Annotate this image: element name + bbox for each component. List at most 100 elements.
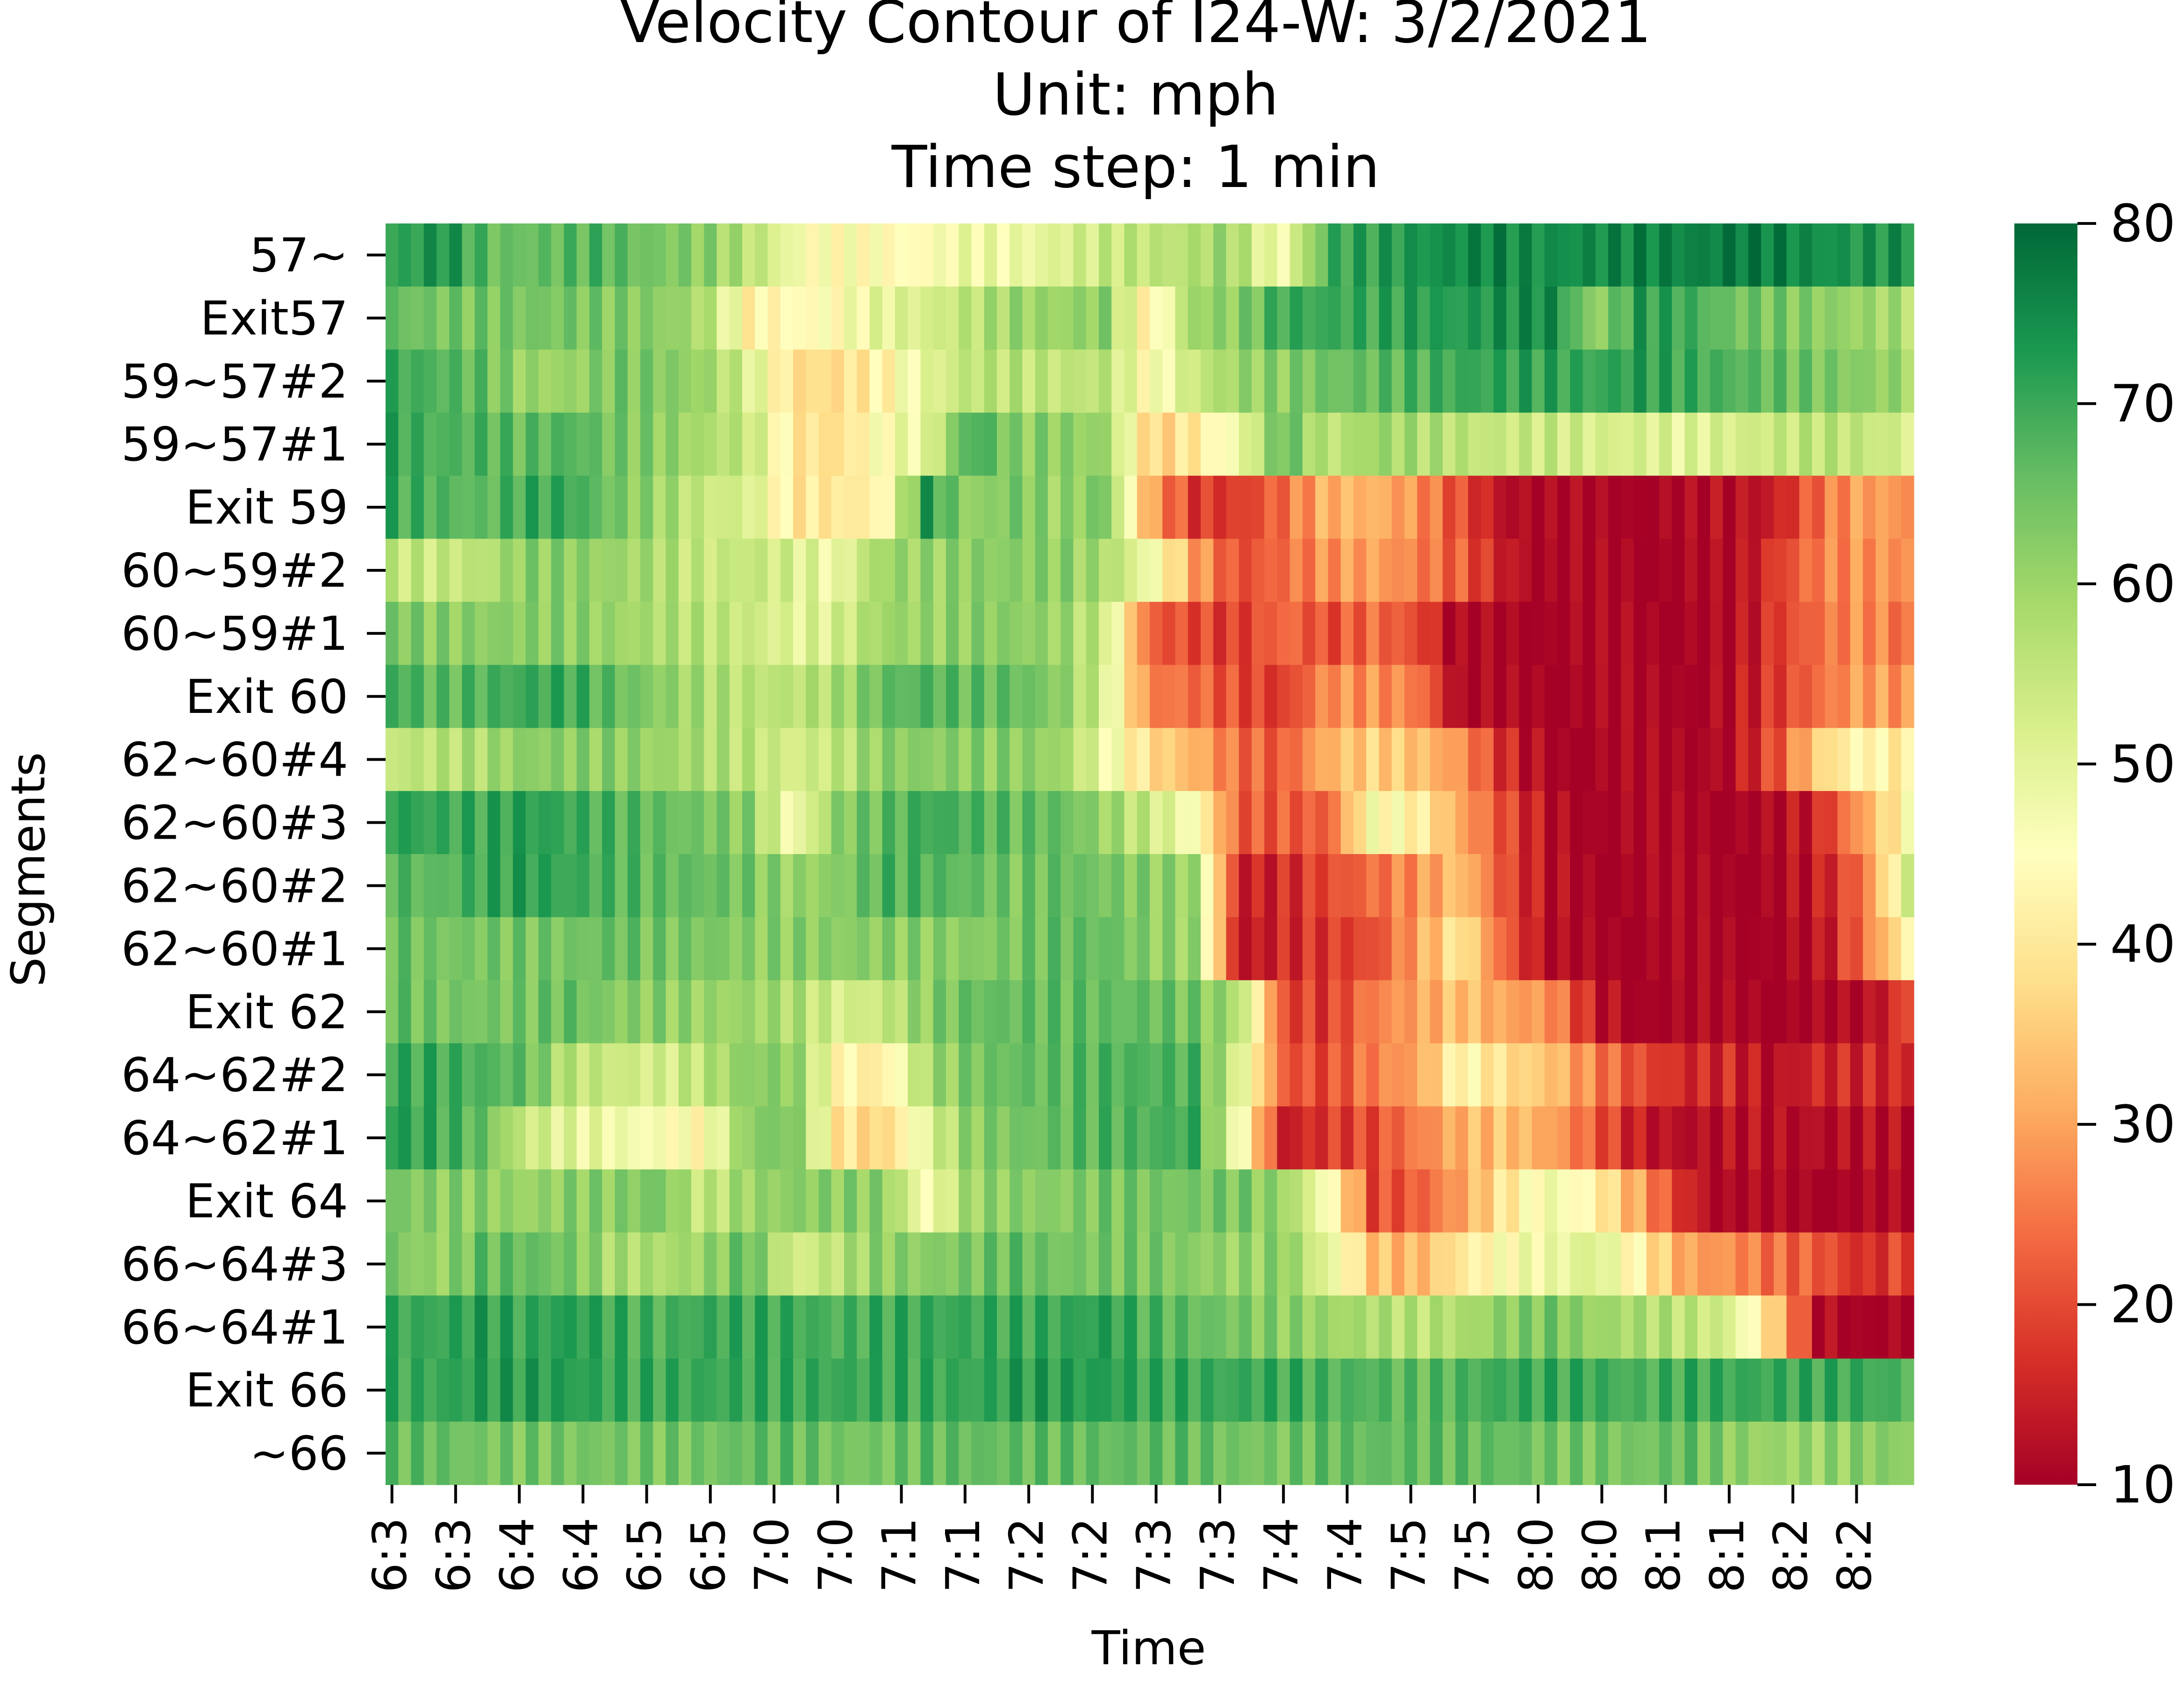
heatmap-cell: [1366, 980, 1380, 1044]
heatmap-cell: [551, 1106, 565, 1170]
heatmap-cell: [487, 1169, 501, 1233]
heatmap-cell: [615, 286, 628, 350]
heatmap-cell: [525, 1358, 539, 1422]
heatmap-cell: [882, 917, 895, 981]
heatmap-cell: [1468, 728, 1482, 791]
heatmap-cell: [1417, 286, 1431, 350]
heatmap-cell: [1048, 602, 1061, 665]
heatmap-cell: [1073, 1358, 1087, 1422]
heatmap-cell: [1710, 1358, 1723, 1422]
heatmap-cell: [984, 475, 997, 539]
heatmap-cell: [1226, 349, 1239, 413]
heatmap-cell: [1455, 1043, 1468, 1107]
heatmap-cell: [1761, 412, 1774, 476]
heatmap-cell: [844, 665, 857, 728]
heatmap-cell: [423, 602, 437, 665]
heatmap-cell: [1239, 1295, 1252, 1359]
heatmap-cell: [1646, 412, 1660, 476]
heatmap-cell: [576, 728, 590, 791]
heatmap-cell: [525, 1422, 539, 1485]
heatmap-cell: [1277, 1106, 1290, 1170]
heatmap-cell: [755, 1232, 768, 1296]
heatmap-cell: [1022, 1169, 1036, 1233]
heatmap-cell: [1035, 980, 1048, 1044]
heatmap-cell: [564, 1106, 577, 1170]
heatmap-cell: [1761, 791, 1774, 855]
heatmap-cell: [1506, 1043, 1519, 1107]
heatmap-cell: [946, 1358, 959, 1422]
heatmap-cell: [1837, 1295, 1851, 1359]
heatmap-cell: [1901, 1043, 1914, 1107]
x-axis-ticks: 6:3 6:3 6:4 6:4 6:5 6:5 7:0 7:0 7:1 7:1 7:2 7:2 7:3 7…: [363, 1485, 1882, 1593]
heatmap-cell: [1583, 1043, 1596, 1107]
heatmap-cell: [653, 1106, 666, 1170]
heatmap-cell: [882, 1422, 895, 1485]
heatmap-cell: [423, 349, 437, 413]
heatmap-cell: [1366, 854, 1380, 918]
heatmap-cell: [844, 1106, 857, 1170]
heatmap-cell: [1289, 1422, 1303, 1485]
heatmap-cell: [1493, 980, 1507, 1044]
heatmap-cell: [1481, 1106, 1494, 1170]
heatmap-cell: [627, 1106, 641, 1170]
heatmap-cell: [1544, 665, 1558, 728]
heatmap-cell: [1430, 539, 1443, 603]
heatmap-cell: [1303, 223, 1316, 287]
heatmap-cell: [1239, 475, 1252, 539]
heatmap-cell: [1111, 1043, 1125, 1107]
heatmap-cell: [1124, 854, 1138, 918]
heatmap-cell: [895, 349, 908, 413]
heatmap-cell: [1837, 1422, 1851, 1485]
heatmap-cell: [411, 791, 424, 855]
heatmap-cell: [1328, 1169, 1341, 1233]
heatmap-cell: [1583, 1232, 1596, 1296]
heatmap-cell: [1442, 1232, 1456, 1296]
heatmap-cell: [1289, 728, 1303, 791]
heatmap-cell: [1111, 602, 1125, 665]
x-tick-label: 6:5: [681, 1517, 736, 1593]
heatmap-cell: [1455, 286, 1468, 350]
heatmap-cell: [1111, 349, 1125, 413]
heatmap-cell: [729, 1043, 743, 1107]
heatmap-cell: [1519, 917, 1532, 981]
heatmap-cell: [1417, 602, 1431, 665]
heatmap-cell: [1735, 1106, 1749, 1170]
heatmap-cell: [538, 475, 551, 539]
heatmap-cell: [1570, 1232, 1583, 1296]
heatmap-cell: [895, 854, 908, 918]
heatmap-cell: [1162, 412, 1176, 476]
heatmap-cell: [1086, 412, 1099, 476]
heatmap-cell: [602, 1043, 616, 1107]
heatmap-cell: [1863, 980, 1876, 1044]
heatmap-cell: [449, 1106, 463, 1170]
heatmap-cell: [1583, 475, 1596, 539]
heatmap-cell: [1519, 286, 1532, 350]
heatmap-cell: [462, 223, 475, 287]
heatmap-cell: [386, 791, 399, 855]
heatmap-cell: [729, 1106, 743, 1170]
heatmap-cell: [1213, 1043, 1227, 1107]
heatmap-cell: [449, 1043, 463, 1107]
heatmap-cell: [1340, 1106, 1354, 1170]
heatmap-cell: [513, 917, 526, 981]
heatmap-cell: [1761, 602, 1774, 665]
heatmap-cell: [398, 349, 412, 413]
heatmap-cell: [589, 1358, 602, 1422]
heatmap-cell: [1468, 1106, 1482, 1170]
heatmap-cell: [704, 1358, 717, 1422]
heatmap-cell: [908, 1169, 921, 1233]
heatmap-cell: [1493, 1422, 1507, 1485]
heatmap-cell: [1430, 223, 1443, 287]
heatmap-cell: [716, 475, 730, 539]
heatmap-cell: [959, 223, 972, 287]
heatmap-cell: [1239, 349, 1252, 413]
heatmap-cell: [1379, 1232, 1392, 1296]
heatmap-cell: [1073, 1422, 1087, 1485]
heatmap-cell: [818, 1232, 832, 1296]
heatmap-cell: [1570, 1169, 1583, 1233]
heatmap-cell: [1022, 1422, 1036, 1485]
heatmap-cell: [1213, 1106, 1227, 1170]
heatmap-cell: [386, 728, 399, 791]
y-tick-label: 62~60#2: [121, 858, 348, 913]
heatmap-cell: [487, 539, 501, 603]
